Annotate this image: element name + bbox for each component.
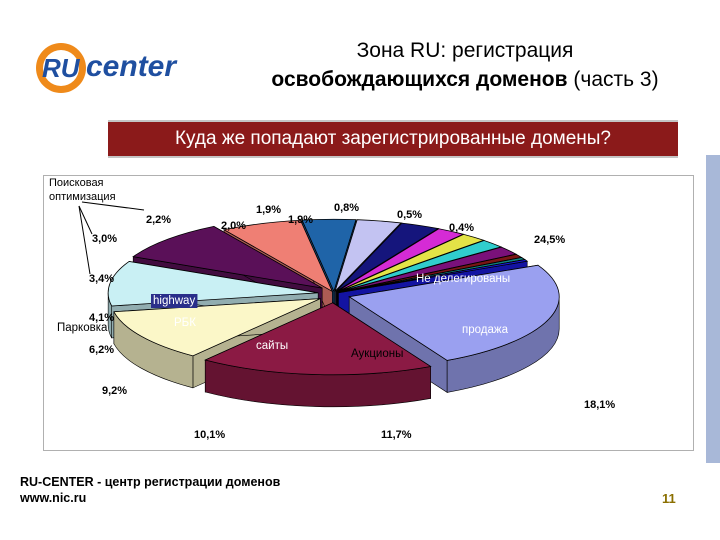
logo-center-text: center	[86, 50, 178, 83]
category-label-3: Аукционы	[351, 348, 403, 360]
pie-slice	[204, 302, 432, 408]
annotation-arrow-1	[78, 205, 93, 235]
data-label-4: 10,1%	[194, 429, 225, 441]
annotation-arrow-3	[81, 201, 145, 211]
category-label-6: Парковка	[57, 322, 108, 334]
data-label-1: 24,5%	[534, 234, 565, 246]
subtitle-bar: Куда же попадают зарегистрированные доме…	[108, 120, 678, 158]
logo-ru-text: RU	[42, 53, 81, 83]
footer-line-1: RU-CENTER - центр регистрации доменов	[20, 475, 281, 489]
slice-top-face	[222, 219, 334, 293]
pie-slice	[348, 264, 560, 393]
page-number: 11	[662, 491, 676, 506]
annotation-line-1: Поисковая	[49, 177, 104, 189]
data-label-7: 4,1%	[89, 312, 114, 324]
annotation-line-2: оптимизация	[49, 191, 116, 203]
annotation-arrow-2	[78, 205, 91, 275]
ru-center-logo: RU center	[36, 43, 178, 93]
slice-top-face	[335, 222, 440, 292]
data-label-14: 0,8%	[334, 202, 359, 214]
category-label-5: РБК	[174, 317, 196, 329]
slice-top-face	[301, 218, 357, 293]
data-label-2: 18,1%	[584, 399, 615, 411]
footer-line-2: www.nic.ru	[20, 491, 87, 505]
category-label-1: Не делегированы	[416, 273, 510, 285]
title-line-2-bold: освобождающихся доменов	[271, 68, 568, 91]
slice-top-face	[113, 298, 321, 357]
footer: RU-CENTER - центр регистрации доменов ww…	[20, 474, 280, 506]
data-label-3: 11,7%	[381, 429, 412, 441]
category-label-2: продажа	[462, 324, 509, 336]
data-label-15: 0,5%	[397, 209, 422, 221]
slide-subtitle: Куда же попадают зарегистрированные доме…	[174, 128, 611, 149]
data-label-12: 1,9%	[256, 204, 281, 216]
title-line-1: Зона RU: регистрация	[356, 39, 574, 62]
data-label-11: 2,0%	[221, 220, 246, 232]
title-line-2: освобождающихся доменов (часть 3)	[230, 65, 700, 94]
data-label-5: 9,2%	[102, 385, 127, 397]
right-decoration-bar	[706, 155, 720, 463]
data-label-9: 3,0%	[92, 233, 117, 245]
data-label-16: 0,4%	[449, 222, 474, 234]
slide-title: Зона RU: регистрация освобождающихся дом…	[230, 36, 700, 94]
category-label-4: сайты	[256, 340, 288, 352]
logo-ring-inner	[43, 50, 79, 86]
slice-top-face	[334, 219, 402, 292]
category-label-7: highway	[153, 295, 195, 307]
data-label-13: 1,9%	[288, 214, 313, 226]
slice-top-face	[204, 302, 432, 376]
slice-top-face	[336, 228, 465, 293]
title-line-2-rest: (часть 3)	[567, 68, 659, 91]
slice-top-face	[132, 225, 323, 289]
data-label-10: 2,2%	[146, 214, 171, 226]
highway-label-bg	[151, 294, 198, 308]
slice-top-face	[338, 259, 529, 294]
chart-frame: 24,5% 18,1% 11,7% 10,1% 9,2% 6,2% 4,1% 3,4% 3,0%…	[43, 175, 694, 451]
data-label-6: 6,2%	[89, 344, 114, 356]
slice-top-face	[348, 264, 560, 361]
pie-chart: 24,5% 18,1% 11,7% 10,1% 9,2% 6,2% 4,1% 3,4% 3,0%…	[49, 177, 615, 441]
data-label-8: 3,4%	[89, 273, 114, 285]
